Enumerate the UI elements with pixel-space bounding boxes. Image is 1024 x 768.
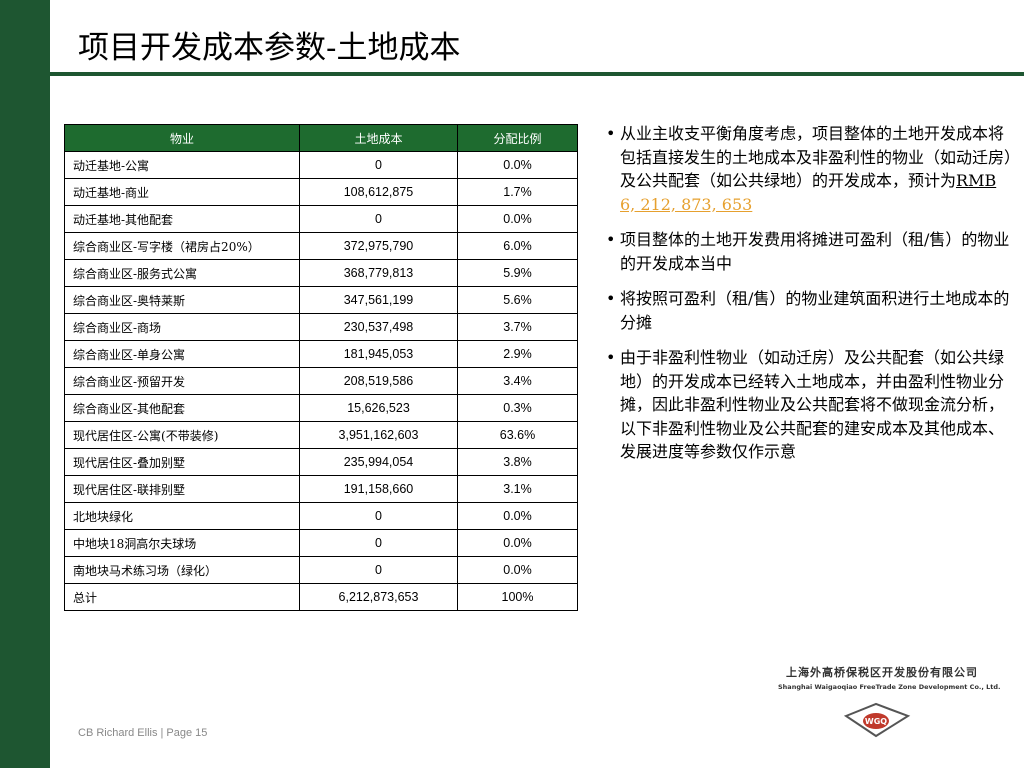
cell-allocation-ratio: 3.1% bbox=[457, 475, 578, 503]
bullet-dot: • bbox=[606, 230, 616, 249]
header-land-cost: 土地成本 bbox=[299, 124, 458, 152]
table-row: 综合商业区-服务式公寓 368,779,813 5.9% bbox=[64, 259, 578, 287]
land-cost-table: 物业 土地成本 分配比例 动迁基地-公寓 0 0.0% 动迁基地-商业 108,612,… bbox=[64, 124, 578, 611]
cell-property: 南地块马术练习场（绿化） bbox=[64, 556, 300, 584]
bullet-item: • 将按照可盈利（租/售）的物业建筑面积进行土地成本的分摊 bbox=[606, 287, 1014, 334]
bullet-item: • 由于非盈利性物业（如动迁房）及公共配套（如公共绿地）的开发成本已经转入土地成… bbox=[606, 346, 1014, 464]
table-row: 现代居住区-公寓(不带装修) 3,951,162,603 63.6% bbox=[64, 421, 578, 449]
cell-allocation-ratio: 3.4% bbox=[457, 367, 578, 395]
bullet-item: • 项目整体的土地开发费用将摊进可盈利（租/售）的物业的开发成本当中 bbox=[606, 228, 1014, 275]
page-title: 项目开发成本参数-土地成本 bbox=[78, 30, 461, 66]
table-row: 综合商业区-其他配套 15,626,523 0.3% bbox=[64, 394, 578, 422]
cell-property: 综合商业区-商场 bbox=[64, 313, 300, 341]
cell-property: 综合商业区-预留开发 bbox=[64, 367, 300, 395]
table-row: 综合商业区-奥特莱斯 347,561,199 5.6% bbox=[64, 286, 578, 314]
cell-property: 综合商业区-其他配套 bbox=[64, 394, 300, 422]
cell-allocation-ratio: 0.0% bbox=[457, 502, 578, 530]
cell-allocation-ratio: 0.0% bbox=[457, 151, 578, 179]
cell-property: 现代居住区-联排别墅 bbox=[64, 475, 300, 503]
cell-allocation-ratio: 5.9% bbox=[457, 259, 578, 287]
bullet-text: 将按照可盈利（租/售）的物业建筑面积进行土地成本的分摊 bbox=[620, 289, 1010, 332]
bullet-dot: • bbox=[606, 124, 616, 143]
cell-property: 现代居住区-公寓(不带装修) bbox=[64, 421, 300, 449]
cell-land-cost: 372,975,790 bbox=[299, 232, 458, 260]
table-row: 北地块绿化 0 0.0% bbox=[64, 502, 578, 530]
bullet-text: 从业主收支平衡角度考虑，项目整体的土地开发成本将包括直接发生的土地成本及非盈利性… bbox=[620, 124, 1013, 190]
table-row: 动迁基地-商业 108,612,875 1.7% bbox=[64, 178, 578, 206]
left-green-bar bbox=[0, 0, 50, 768]
cell-allocation-ratio: 0.0% bbox=[457, 205, 578, 233]
cell-land-cost: 108,612,875 bbox=[299, 178, 458, 206]
title-underline bbox=[50, 72, 1024, 76]
cell-land-cost: 230,537,498 bbox=[299, 313, 458, 341]
company-logo: 上海外高桥保税区开发股份有限公司 Shanghai Waigaoqiao Fre… bbox=[778, 664, 1001, 744]
bullet-item: • 从业主收支平衡角度考虑，项目整体的土地开发成本将包括直接发生的土地成本及非盈… bbox=[606, 122, 1014, 216]
cell-allocation-ratio: 1.7% bbox=[457, 178, 578, 206]
cell-land-cost: 0 bbox=[299, 502, 458, 530]
logo-chinese-name: 上海外高桥保税区开发股份有限公司 bbox=[786, 666, 978, 679]
table-row: 综合商业区-写字楼（裙房占20%） 372,975,790 6.0% bbox=[64, 232, 578, 260]
logo-english-name: Shanghai Waigaoqiao FreeTrade Zone Devel… bbox=[778, 683, 1001, 691]
table-row: 南地块马术练习场（绿化） 0 0.0% bbox=[64, 556, 578, 584]
table-header-row: 物业 土地成本 分配比例 bbox=[64, 124, 578, 152]
cell-allocation-ratio: 3.8% bbox=[457, 448, 578, 476]
table-row: 动迁基地-其他配套 0 0.0% bbox=[64, 205, 578, 233]
bullet-dot: • bbox=[606, 289, 616, 308]
cell-land-cost: 191,158,660 bbox=[299, 475, 458, 503]
cell-land-cost: 3,951,162,603 bbox=[299, 421, 458, 449]
cell-allocation-ratio: 100% bbox=[457, 583, 578, 611]
cell-property: 动迁基地-公寓 bbox=[64, 151, 300, 179]
cell-property: 综合商业区-服务式公寓 bbox=[64, 259, 300, 287]
cell-property: 北地块绿化 bbox=[64, 502, 300, 530]
cell-land-cost: 0 bbox=[299, 529, 458, 557]
cell-property: 综合商业区-写字楼（裙房占20%） bbox=[64, 232, 300, 260]
cell-allocation-ratio: 0.0% bbox=[457, 556, 578, 584]
bullet-text: 由于非盈利性物业（如动迁房）及公共配套（如公共绿地）的开发成本已经转入土地成本，… bbox=[620, 348, 1005, 461]
table-row: 综合商业区-预留开发 208,519,586 3.4% bbox=[64, 367, 578, 395]
cell-allocation-ratio: 5.6% bbox=[457, 286, 578, 314]
cell-land-cost: 235,994,054 bbox=[299, 448, 458, 476]
table-row: 现代居住区-联排别墅 191,158,660 3.1% bbox=[64, 475, 578, 503]
bullet-text: 项目整体的土地开发费用将摊进可盈利（租/售）的物业的开发成本当中 bbox=[620, 230, 1010, 273]
cell-allocation-ratio: 3.7% bbox=[457, 313, 578, 341]
cell-land-cost: 0 bbox=[299, 205, 458, 233]
table-row: 总计 6,212,873,653 100% bbox=[64, 583, 578, 611]
cell-allocation-ratio: 6.0% bbox=[457, 232, 578, 260]
cell-land-cost: 0 bbox=[299, 556, 458, 584]
currency-label: RMB bbox=[956, 171, 997, 190]
cell-property: 综合商业区-奥特莱斯 bbox=[64, 286, 300, 314]
cell-land-cost: 208,519,586 bbox=[299, 367, 458, 395]
header-property: 物业 bbox=[64, 124, 300, 152]
cell-property: 现代居住区-叠加别墅 bbox=[64, 448, 300, 476]
cell-property: 总计 bbox=[64, 583, 300, 611]
cell-property: 动迁基地-商业 bbox=[64, 178, 300, 206]
table-row: 现代居住区-叠加别墅 235,994,054 3.8% bbox=[64, 448, 578, 476]
table-row: 综合商业区-商场 230,537,498 3.7% bbox=[64, 313, 578, 341]
total-amount: 6, 212, 873, 653 bbox=[620, 194, 753, 214]
emblem-text: WGQ bbox=[865, 717, 887, 726]
cell-allocation-ratio: 63.6% bbox=[457, 421, 578, 449]
table-row: 综合商业区-单身公寓 181,945,053 2.9% bbox=[64, 340, 578, 368]
cell-allocation-ratio: 0.3% bbox=[457, 394, 578, 422]
cell-property: 动迁基地-其他配套 bbox=[64, 205, 300, 233]
footer-text: CB Richard Ellis | Page 15 bbox=[78, 727, 208, 739]
left-white-stripe bbox=[50, 0, 67, 768]
bullet-dot: • bbox=[606, 348, 616, 367]
header-allocation-ratio: 分配比例 bbox=[457, 124, 578, 152]
cell-land-cost: 15,626,523 bbox=[299, 394, 458, 422]
cell-property: 中地块18洞高尔夫球场 bbox=[64, 529, 300, 557]
cell-land-cost: 0 bbox=[299, 151, 458, 179]
table-row: 中地块18洞高尔夫球场 0 0.0% bbox=[64, 529, 578, 557]
bullet-list: • 从业主收支平衡角度考虑，项目整体的土地开发成本将包括直接发生的土地成本及非盈… bbox=[606, 122, 1014, 476]
cell-land-cost: 181,945,053 bbox=[299, 340, 458, 368]
wgq-emblem-icon: WGQ bbox=[843, 702, 911, 738]
cell-allocation-ratio: 2.9% bbox=[457, 340, 578, 368]
cell-land-cost: 6,212,873,653 bbox=[299, 583, 458, 611]
cell-property: 综合商业区-单身公寓 bbox=[64, 340, 300, 368]
table-row: 动迁基地-公寓 0 0.0% bbox=[64, 151, 578, 179]
cell-allocation-ratio: 0.0% bbox=[457, 529, 578, 557]
cell-land-cost: 347,561,199 bbox=[299, 286, 458, 314]
cell-land-cost: 368,779,813 bbox=[299, 259, 458, 287]
